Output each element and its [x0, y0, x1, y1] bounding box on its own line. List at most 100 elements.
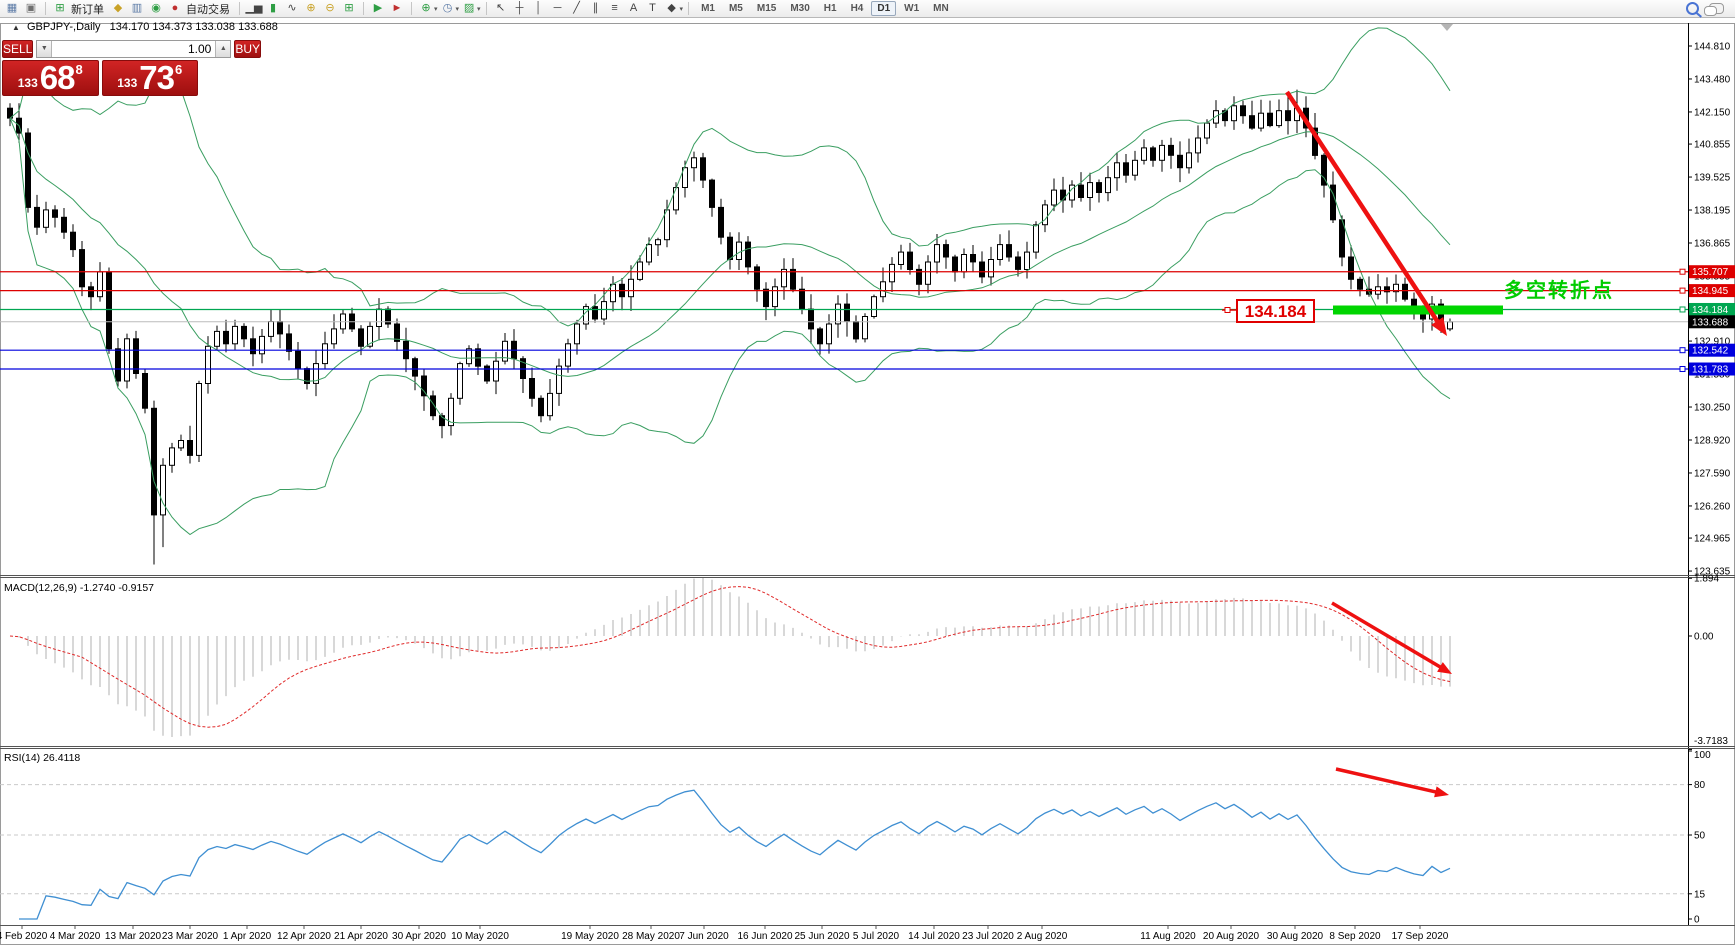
level-label-box [1689, 302, 1735, 316]
auto-scroll-icon[interactable]: ▶ [373, 2, 383, 14]
text-icon[interactable]: A [629, 2, 638, 14]
rsi-tick-label: 50 [1694, 831, 1706, 842]
buy-button[interactable]: BUY [234, 40, 262, 58]
terminal-icon[interactable]: ▥ [131, 2, 143, 14]
date-label: 4 Feb 2020 [0, 931, 48, 942]
vertical-line-icon[interactable]: │ [535, 2, 542, 14]
current-price-label: 133.688 [1692, 317, 1729, 328]
bar-chart-icon[interactable]: ▁▅ [245, 2, 263, 14]
new-order-label[interactable]: 新订单 [71, 3, 104, 16]
date-label: 7 Jun 2020 [679, 931, 729, 942]
line-handle[interactable] [1679, 366, 1686, 373]
periods-icon[interactable]: ◷ [442, 2, 453, 14]
candle-body [277, 321, 283, 335]
text-label-icon[interactable]: T [649, 2, 656, 14]
trend-arrow-macd-head[interactable] [1437, 662, 1452, 674]
line-chart-icon[interactable]: ∿ [287, 2, 297, 14]
templates-dropdown-icon[interactable]: ▾ [477, 5, 481, 13]
candle-body [25, 132, 31, 208]
chat-icon[interactable] [1704, 3, 1724, 16]
candle-body [826, 323, 832, 345]
candle-body [1177, 154, 1183, 169]
candle-body [493, 360, 499, 382]
arrows-dropdown-icon[interactable]: ▾ [679, 5, 684, 13]
timeframe-W1[interactable]: W1 [904, 3, 920, 14]
zoom-out-icon[interactable]: ⊖ [325, 2, 335, 14]
candle-body [205, 345, 211, 384]
equidistant-channel-icon[interactable]: ∥ [592, 2, 599, 14]
autotrade-label[interactable]: 自动交易 [186, 3, 230, 16]
autotrade-icon[interactable]: ● [171, 2, 179, 14]
chart-shift-marker-icon[interactable] [1441, 24, 1453, 31]
timeframe-M1[interactable]: M1 [701, 3, 715, 14]
indicators-dropdown-icon[interactable]: ▾ [434, 5, 438, 13]
arrows-tool-icon[interactable]: ◆ [667, 2, 676, 14]
line-handle[interactable] [1679, 306, 1686, 313]
timeframe-H1[interactable]: H1 [823, 3, 837, 14]
trend-arrow-macd[interactable] [1331, 601, 1443, 670]
price-annotation-box[interactable] [1236, 299, 1315, 323]
crosshair-icon[interactable]: ┼ [515, 2, 524, 14]
candle-body [1060, 189, 1066, 201]
candle-body [295, 350, 301, 370]
periods-dropdown-icon[interactable]: ▾ [455, 5, 460, 13]
support-zone-bar[interactable] [1333, 305, 1503, 315]
price-annotation-text[interactable]: 134.184 [1245, 302, 1307, 321]
candle-body [1384, 286, 1390, 293]
search-icon[interactable] [1686, 2, 1699, 15]
chart-shift-icon[interactable]: ► [391, 2, 403, 14]
candle-body [898, 251, 904, 266]
sell-price-display[interactable]: 133 68 8 [2, 60, 99, 96]
line-handle[interactable] [1679, 287, 1686, 294]
templates-icon[interactable]: ▨ [463, 2, 475, 14]
styler-icon[interactable]: ◆ [113, 2, 123, 14]
date-label: 25 Jun 2020 [794, 931, 849, 942]
toolbar-separator [485, 2, 487, 15]
sell-button[interactable]: SELL [2, 40, 34, 58]
volume-decrease-button[interactable]: ▼ [37, 41, 53, 57]
timeframe-H4[interactable]: H4 [850, 3, 864, 14]
trend-arrow-main[interactable] [1285, 90, 1441, 324]
zoom-in-icon[interactable]: ⊕ [306, 2, 316, 14]
trend-arrow-main-head[interactable] [1431, 317, 1447, 336]
line-handle[interactable] [1679, 268, 1686, 275]
candle-body [907, 251, 913, 271]
timeframe-MN[interactable]: MN [933, 3, 949, 14]
cursor-icon[interactable]: ↖ [495, 2, 506, 14]
price-box-handle[interactable] [1224, 307, 1231, 313]
candle-body [1132, 159, 1138, 176]
horizontal-line-icon[interactable]: ─ [553, 2, 562, 14]
collapse-marker-icon[interactable]: ▲ [12, 23, 20, 32]
line-handle[interactable] [1679, 347, 1686, 354]
volume-input[interactable] [52, 41, 216, 57]
buy-price-display[interactable]: 133 73 6 [101, 60, 198, 96]
volume-increase-button[interactable]: ▲ [215, 41, 231, 57]
candle-body [322, 343, 328, 365]
candle-body [574, 323, 580, 345]
market-watch-icon[interactable]: ▦ [6, 2, 18, 14]
price-tick-label: 132.910 [1694, 337, 1731, 348]
fibonacci-icon[interactable]: ≡ [611, 2, 618, 14]
timeframe-D1[interactable]: D1 [871, 1, 897, 16]
new-order-icon[interactable]: ⊞ [55, 2, 65, 14]
candle-body [1348, 256, 1354, 280]
date-label: 1 Apr 2020 [223, 931, 272, 942]
signals-icon[interactable]: ◉ [151, 2, 161, 14]
indicators-icon[interactable]: ⊕ [421, 2, 431, 14]
price-tick-label: 143.480 [1694, 74, 1731, 85]
trend-arrow-rsi-head[interactable] [1434, 786, 1449, 798]
timeframe-M30[interactable]: M30 [790, 3, 810, 14]
trendline-icon[interactable]: ╱ [573, 2, 580, 14]
candle-body [484, 365, 490, 382]
trend-arrow-rsi[interactable] [1335, 767, 1438, 795]
candle-body [1123, 162, 1129, 176]
candle-body [70, 231, 76, 251]
candle-body [313, 363, 319, 384]
timeframe-M15[interactable]: M15 [756, 3, 777, 14]
timeframe-M5[interactable]: M5 [728, 3, 743, 14]
candle-body [1150, 147, 1156, 161]
tile-windows-icon[interactable]: ⊞ [344, 2, 354, 14]
candlestick-chart-icon[interactable]: ▮ [269, 2, 277, 14]
data-window-icon[interactable]: ▣ [25, 2, 37, 14]
turning-point-label[interactable]: 多空转折点 [1504, 278, 1614, 302]
